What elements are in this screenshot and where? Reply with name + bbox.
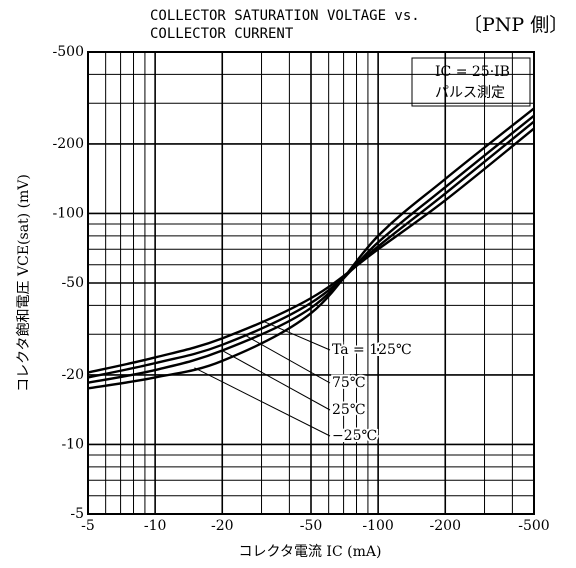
legend-label: −25℃	[332, 428, 377, 444]
note: IC = 25·IB	[435, 64, 510, 80]
x-tick-label: -20	[211, 518, 234, 534]
x-tick-label: -500	[518, 518, 549, 534]
y-tick-label: -200	[53, 136, 84, 152]
legend-label: Ta = 125℃	[332, 342, 412, 358]
x-tick-label: -50	[300, 518, 323, 534]
chart-title: COLLECTOR SATURATION VOLTAGE vs.	[150, 8, 420, 24]
leader-line	[243, 334, 331, 384]
x-tick-label: -5	[81, 518, 95, 534]
y-tick-label: -5	[70, 506, 84, 522]
x-axis-label: コレクタ電流 IC (mA)	[239, 544, 382, 560]
y-axis-label: コレクタ飽和電圧 VCE(sat) (mV)	[15, 174, 32, 392]
series-line	[87, 127, 535, 374]
leader-line	[194, 367, 331, 437]
series-line	[87, 107, 535, 390]
y-tick-label: -100	[53, 205, 84, 221]
y-tick-label: -50	[61, 275, 84, 291]
x-tick-label: -200	[430, 518, 461, 534]
x-tick-label: -10	[144, 518, 167, 534]
leader-line	[261, 320, 331, 351]
y-tick-label: -10	[61, 436, 84, 452]
y-tick-label: -500	[53, 44, 84, 60]
legend-label: 75℃	[332, 375, 365, 391]
note: パルス測定	[435, 85, 505, 101]
chart-subtitle: 〔PNP 側〕	[463, 14, 568, 36]
leader-line	[222, 350, 331, 411]
note-box	[411, 57, 531, 107]
series-line	[87, 120, 535, 379]
chart-title-line2: COLLECTOR CURRENT	[150, 26, 294, 42]
series-line	[87, 114, 535, 384]
legend-label: 25℃	[332, 402, 365, 418]
y-tick-label: -20	[61, 367, 84, 383]
plot-frame	[87, 51, 535, 515]
x-tick-label: -100	[362, 518, 393, 534]
